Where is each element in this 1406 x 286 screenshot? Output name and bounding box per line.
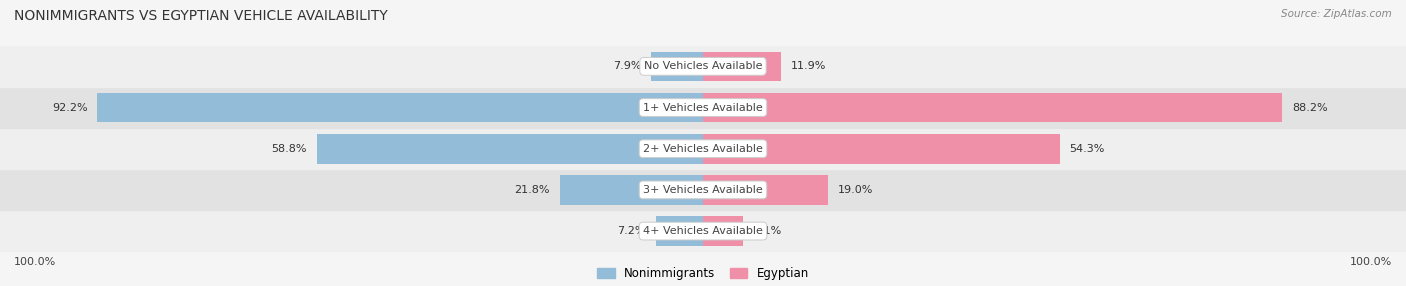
Bar xyxy=(0,210,1406,252)
Text: 2+ Vehicles Available: 2+ Vehicles Available xyxy=(643,144,763,154)
Text: 7.9%: 7.9% xyxy=(613,61,641,71)
Text: 6.1%: 6.1% xyxy=(754,226,782,236)
Bar xyxy=(0,128,1406,169)
Text: 88.2%: 88.2% xyxy=(1292,103,1327,112)
Bar xyxy=(651,51,703,81)
Bar xyxy=(703,175,828,205)
Bar xyxy=(0,46,1406,87)
Bar xyxy=(703,93,1282,122)
Bar xyxy=(703,134,1060,164)
Text: 4+ Vehicles Available: 4+ Vehicles Available xyxy=(643,226,763,236)
Legend: Nonimmigrants, Egyptian: Nonimmigrants, Egyptian xyxy=(598,267,808,280)
Text: 1+ Vehicles Available: 1+ Vehicles Available xyxy=(643,103,763,112)
Text: 3+ Vehicles Available: 3+ Vehicles Available xyxy=(643,185,763,195)
Text: 100.0%: 100.0% xyxy=(1350,257,1392,267)
Text: Source: ZipAtlas.com: Source: ZipAtlas.com xyxy=(1281,9,1392,19)
Bar xyxy=(316,134,703,164)
Text: No Vehicles Available: No Vehicles Available xyxy=(644,61,762,71)
Bar xyxy=(0,87,1406,128)
Text: 11.9%: 11.9% xyxy=(792,61,827,71)
Bar xyxy=(560,175,703,205)
Text: 100.0%: 100.0% xyxy=(14,257,56,267)
Bar xyxy=(0,169,1406,210)
Text: 7.2%: 7.2% xyxy=(617,226,645,236)
Text: 92.2%: 92.2% xyxy=(52,103,87,112)
Text: 19.0%: 19.0% xyxy=(838,185,873,195)
Text: 21.8%: 21.8% xyxy=(515,185,550,195)
Bar xyxy=(703,51,782,81)
Bar xyxy=(703,216,744,246)
Text: 54.3%: 54.3% xyxy=(1070,144,1105,154)
Text: NONIMMIGRANTS VS EGYPTIAN VEHICLE AVAILABILITY: NONIMMIGRANTS VS EGYPTIAN VEHICLE AVAILA… xyxy=(14,9,388,23)
Bar xyxy=(97,93,703,122)
Text: 58.8%: 58.8% xyxy=(271,144,307,154)
Bar xyxy=(655,216,703,246)
